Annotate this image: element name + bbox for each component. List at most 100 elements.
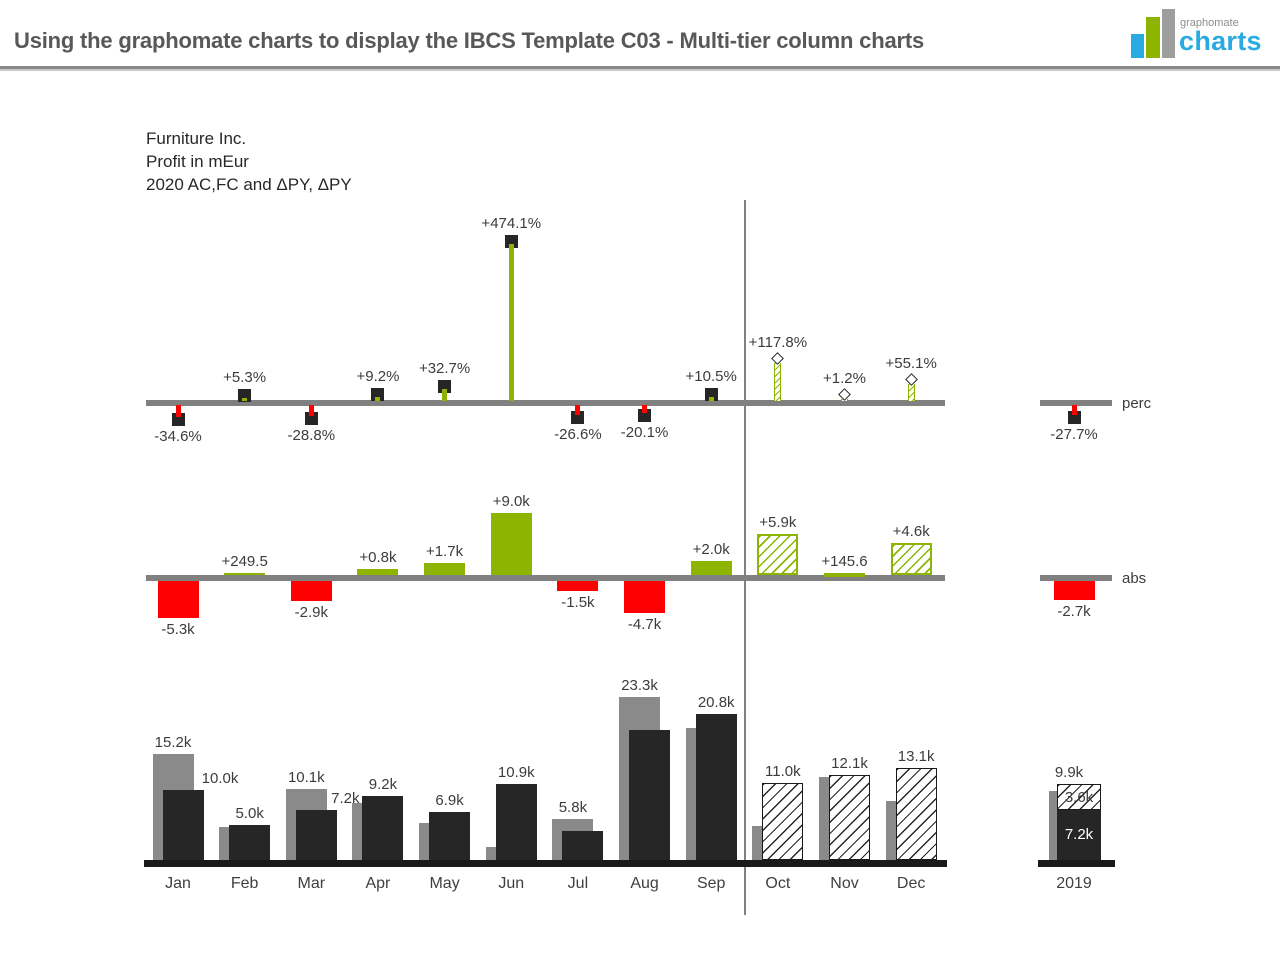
abs-bar-sep[interactable] — [690, 561, 732, 575]
pin-head-may[interactable] — [438, 380, 452, 394]
abs-bar-feb[interactable] — [224, 573, 266, 575]
ac-label-jun: 10.9k — [497, 763, 535, 781]
py-label-jan: 15.2k — [154, 733, 192, 751]
abs-label-jul: -1.5k — [561, 594, 595, 612]
abs-bar-jun[interactable] — [490, 512, 532, 575]
month-label-feb: Feb — [230, 875, 259, 892]
abs-label-2019: -2.7k — [1057, 602, 1091, 620]
ac-segment-2019[interactable] — [1057, 809, 1101, 860]
logo-brand-name: graphomate — [1180, 17, 1239, 29]
month-label-aug: Aug — [630, 875, 659, 892]
ac-column-may[interactable] — [429, 811, 471, 860]
abs-axis-2019 — [1040, 575, 1112, 581]
ac-column-jun[interactable] — [495, 783, 537, 860]
header-divider — [0, 66, 1280, 71]
pin-stem-jan[interactable] — [175, 405, 181, 418]
py-label-2019: 9.9k — [1054, 764, 1084, 782]
month-label-may: May — [429, 875, 460, 892]
abs-bar-oct[interactable] — [757, 534, 799, 575]
pin-head-jan[interactable] — [171, 413, 185, 427]
fc-label-2019: 3.6k — [1064, 788, 1094, 806]
month-label-apr: Apr — [365, 875, 391, 892]
month-label-nov: Nov — [830, 875, 859, 892]
ac-label-mar: 7.2k — [331, 789, 360, 807]
month-label-jan: Jan — [165, 875, 191, 892]
pin-stem-jun[interactable] — [508, 243, 514, 401]
abs-bar-apr[interactable] — [357, 569, 399, 575]
ac-label-apr: 9.2k — [368, 775, 398, 793]
pin-head-apr[interactable] — [371, 387, 385, 401]
month-label-jun: Jun — [498, 875, 525, 892]
pin-head-mar[interactable] — [304, 411, 318, 425]
chart-unit-label: Profit in mEur — [146, 152, 249, 171]
py-label-mar: 10.1k — [287, 769, 325, 787]
logo-bar-gray-icon — [1162, 9, 1175, 58]
abs-bar-jul[interactable] — [557, 581, 599, 592]
abs-label-feb: +249.5 — [221, 553, 268, 570]
columns-baseline-axis-2019 — [1038, 860, 1115, 867]
pin-head-jul[interactable] — [571, 410, 585, 424]
forecast-separator-line — [744, 200, 746, 915]
pin-stem-feb[interactable] — [242, 398, 248, 401]
pin-head-2019[interactable] — [1067, 411, 1081, 425]
pin-stem-oct[interactable] — [774, 363, 782, 401]
logo-product-name: charts — [1179, 26, 1262, 56]
abs-label-jun: +9.0k — [492, 492, 530, 510]
pin-label-aug: -20.1% — [620, 423, 669, 441]
fc-segment-2019[interactable] — [1057, 784, 1101, 810]
pin-stem-2019[interactable] — [1071, 405, 1077, 416]
abs-label-nov: +145.6 — [821, 553, 868, 570]
abs-label-may: +1.7k — [426, 543, 464, 561]
pin-label-jun: +474.1% — [481, 214, 542, 232]
pin-head-jun[interactable] — [504, 234, 518, 248]
pin-stem-may[interactable] — [442, 389, 448, 401]
fc-column-nov[interactable] — [829, 775, 870, 860]
logo-bar-green-icon — [1146, 17, 1160, 58]
abs-bar-may[interactable] — [424, 563, 466, 575]
ac-column-jan[interactable] — [162, 790, 204, 860]
month-label-jul: Jul — [567, 875, 589, 892]
ac-column-aug[interactable] — [629, 729, 671, 860]
pin-head-sep[interactable] — [704, 387, 718, 401]
ac-column-mar[interactable] — [295, 809, 337, 860]
chart-heading: Furniture Inc. Profit in mEur 2020 AC,FC… — [146, 127, 352, 196]
chart-title: Furniture Inc. — [146, 129, 247, 148]
perc-axis — [146, 400, 945, 406]
pin-stem-dec[interactable] — [907, 383, 915, 401]
abs-bar-aug[interactable] — [624, 581, 666, 614]
ac-label-jan: 10.0k — [201, 770, 239, 787]
pin-label-2019: -27.7% — [1050, 426, 1098, 444]
abs-bar-nov[interactable] — [824, 573, 865, 577]
fc-column-dec[interactable] — [895, 768, 937, 860]
pin-stem-mar[interactable] — [308, 405, 314, 416]
abs-axis — [146, 575, 945, 581]
page-title: Using the graphomate charts to display t… — [14, 28, 925, 53]
month-label-oct: Oct — [765, 875, 791, 892]
ac-column-sep[interactable] — [695, 714, 737, 860]
fc-column-oct[interactable] — [762, 783, 804, 860]
pin-head-feb[interactable] — [238, 389, 252, 402]
logo-bar-blue-icon — [1131, 34, 1144, 58]
pin-head-aug[interactable] — [638, 408, 652, 422]
pin-label-dec: +55.1% — [885, 354, 937, 372]
pin-stem-sep[interactable] — [708, 396, 714, 401]
chart-scenario-label: 2020 AC,FC and ΔPY, ΔPY — [146, 175, 352, 194]
pin-stem-aug[interactable] — [642, 405, 648, 413]
pin-label-jul: -26.6% — [554, 425, 602, 443]
month-label-mar: Mar — [297, 875, 326, 892]
fc-label-nov: 12.1k — [831, 755, 868, 773]
pin-stem-apr[interactable] — [375, 396, 381, 401]
columns-baseline-axis — [144, 860, 947, 867]
pin-stem-jul[interactable] — [575, 405, 581, 415]
ac-column-jul[interactable] — [562, 831, 604, 860]
abs-bar-dec[interactable] — [890, 543, 932, 575]
abs-bar-jan[interactable] — [157, 581, 199, 618]
ac-label-may: 6.9k — [435, 791, 464, 809]
abs-bar-mar[interactable] — [290, 581, 332, 601]
ac-column-apr[interactable] — [362, 795, 404, 860]
ac-column-feb[interactable] — [229, 825, 271, 860]
perc-axis-2019 — [1040, 400, 1112, 406]
abs-bar-2019[interactable] — [1053, 581, 1095, 600]
month-label-sep: Sep — [696, 875, 726, 892]
